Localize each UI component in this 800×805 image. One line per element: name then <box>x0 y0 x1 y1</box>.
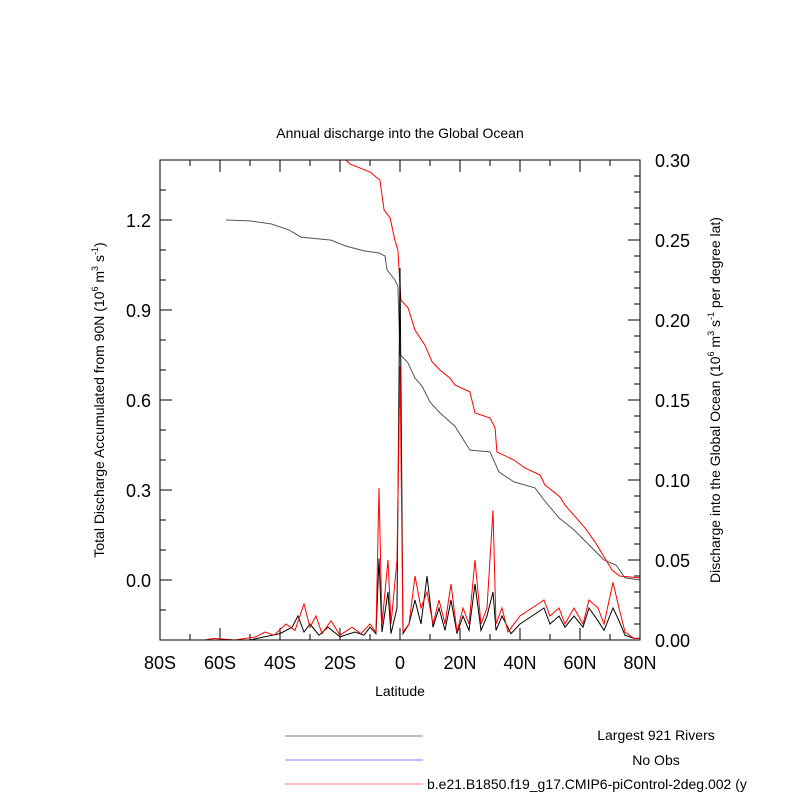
x-tick-label: 60S <box>204 653 236 673</box>
y-tick-label-right: 0.00 <box>655 631 690 651</box>
x-tick-label: 80N <box>623 653 656 673</box>
y-axis-label-left: Total Discharge Accumulated from 90N (10… <box>90 242 107 557</box>
y-tick-label-right: 0.10 <box>655 471 690 491</box>
legend: Largest 921 Rivers No Obs b.e21.B1850.f1… <box>285 727 747 792</box>
y-axis-label-right: Discharge into the Global Ocean (106 m3 … <box>706 217 723 583</box>
x-tick-label: 0 <box>395 653 405 673</box>
y-tick-label-right: 0.20 <box>655 311 690 331</box>
plot-frame <box>159 159 641 641</box>
x-tick-label: 40S <box>264 653 296 673</box>
y-tick-label-left: 1.2 <box>126 211 151 231</box>
series-line-0 <box>225 219 640 581</box>
legend-label-rivers: Largest 921 Rivers <box>597 727 715 743</box>
y-tick-label-right: 0.25 <box>655 231 690 251</box>
y-tick-label-left: 0.9 <box>126 301 151 321</box>
x-tick-label: 40N <box>503 653 536 673</box>
series-line-3 <box>160 366 640 640</box>
y-tick-label-right: 0.15 <box>655 391 690 411</box>
x-tick-label: 20S <box>324 653 356 673</box>
y-tick-label-left: 0.0 <box>126 571 151 591</box>
y-tick-label-left: 0.3 <box>126 481 151 501</box>
x-axis-label: Latitude <box>375 683 425 699</box>
legend-label-no-obs: No Obs <box>632 752 679 768</box>
y-tick-label-right: 0.30 <box>655 151 690 171</box>
x-tick-label: 80S <box>144 653 176 673</box>
chart-title: Annual discharge into the Global Ocean <box>276 125 524 141</box>
series-line-1 <box>345 160 640 579</box>
legend-label-model: b.e21.B1850.f19_g17.CMIP6-piControl-2deg… <box>427 776 747 792</box>
y-tick-label-left: 0.6 <box>126 391 151 411</box>
series-line-2 <box>160 267 640 640</box>
x-tick-label: 20N <box>443 653 476 673</box>
y-tick-label-right: 0.05 <box>655 551 690 571</box>
x-tick-label: 60N <box>563 653 596 673</box>
